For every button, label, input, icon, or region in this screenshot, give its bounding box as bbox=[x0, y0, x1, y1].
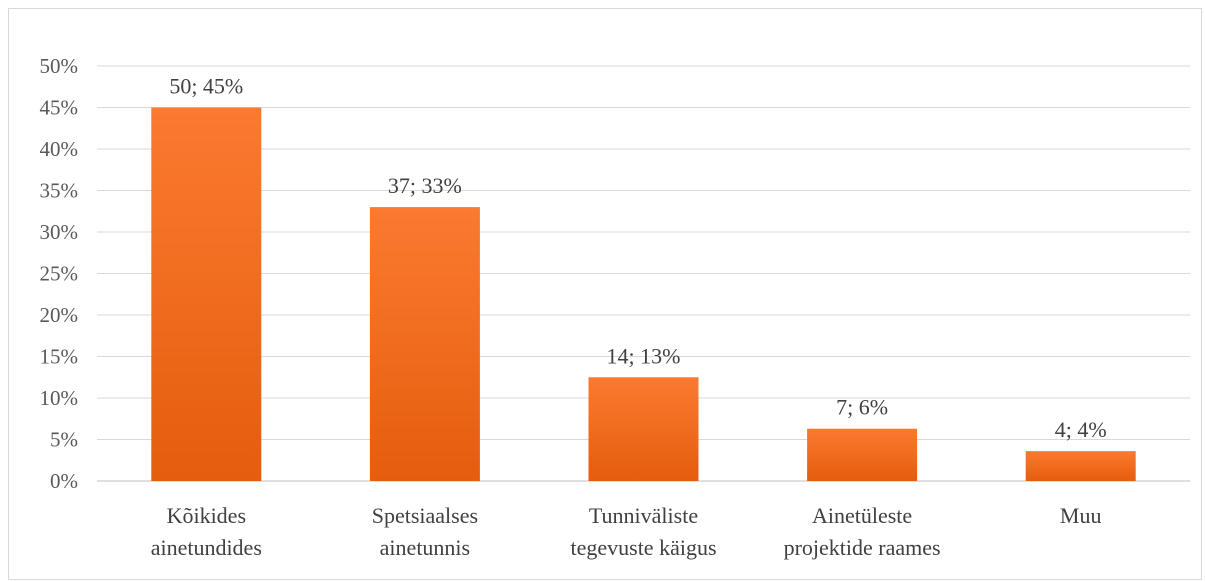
x-tick-label: ainetundides bbox=[151, 535, 262, 560]
bar bbox=[151, 107, 262, 481]
gridlines bbox=[97, 65, 1190, 482]
y-tick-label: 5% bbox=[50, 428, 78, 452]
y-tick-label: 25% bbox=[40, 262, 79, 286]
y-tick-label: 10% bbox=[40, 386, 79, 410]
y-tick-label: 0% bbox=[50, 469, 78, 493]
data-label: 4; 4% bbox=[1055, 417, 1107, 442]
data-label: 14; 13% bbox=[607, 343, 681, 368]
y-tick-label: 50% bbox=[40, 54, 79, 78]
data-label: 37; 33% bbox=[388, 173, 462, 198]
bar bbox=[807, 428, 918, 481]
bar bbox=[369, 207, 480, 481]
bars bbox=[151, 107, 1136, 481]
y-axis: 0% 5% 10% 15% 20% 25% 30% 35% 40% 45% 50% bbox=[40, 54, 79, 493]
x-axis: Kõikides ainetundides Spetsiaalses ainetunn… bbox=[151, 503, 1102, 560]
x-tick-label: Muu bbox=[1060, 503, 1102, 528]
data-label: 7; 6% bbox=[836, 395, 888, 420]
y-tick-label: 20% bbox=[40, 303, 79, 327]
y-tick-label: 30% bbox=[40, 220, 79, 244]
bar bbox=[588, 377, 699, 481]
x-tick-label: Spetsiaalses bbox=[372, 503, 478, 528]
x-tick-label: Ainetüleste bbox=[812, 503, 912, 528]
y-tick-label: 15% bbox=[40, 345, 79, 369]
x-tick-label: ainetunnis bbox=[380, 535, 470, 560]
data-labels: 50; 45% 37; 33% 14; 13% 7; 6% 4; 4% bbox=[169, 74, 1106, 443]
x-tick-label: Kõikides bbox=[167, 503, 246, 528]
data-label: 50; 45% bbox=[169, 74, 243, 99]
x-tick-label: tegevuste käigus bbox=[570, 535, 716, 560]
y-tick-label: 45% bbox=[40, 96, 79, 120]
y-tick-label: 35% bbox=[40, 179, 79, 203]
y-tick-label: 40% bbox=[40, 137, 79, 161]
x-tick-label: Tunniväliste bbox=[589, 503, 698, 528]
x-tick-label: projektide raames bbox=[784, 535, 941, 560]
bar bbox=[1025, 451, 1136, 481]
